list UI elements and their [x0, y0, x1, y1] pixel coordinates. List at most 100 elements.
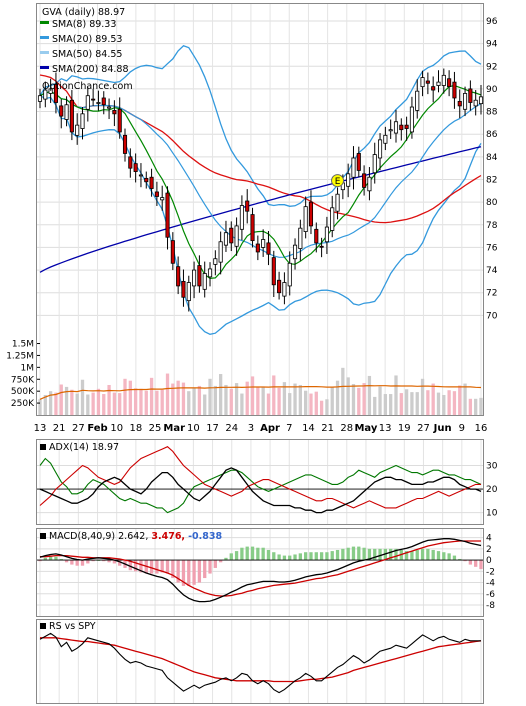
macd-tick-label: 0: [486, 556, 492, 566]
candle-body: [261, 239, 266, 248]
volume-tick-label: 750K: [11, 375, 35, 385]
macd-histogram-bar: [298, 553, 302, 561]
volume-bar: [389, 394, 393, 415]
volume-bar: [197, 385, 202, 415]
macd-histogram-bar: [463, 560, 467, 562]
volume-bar: [335, 380, 340, 415]
volume-bar: [213, 385, 217, 415]
volume-bar: [357, 387, 361, 415]
volume-bar: [431, 383, 435, 415]
candle-body: [37, 95, 43, 102]
volume-bar: [75, 393, 79, 415]
candle-body: [154, 191, 159, 197]
adx-minus-di-line: [39, 446, 481, 509]
macd-hist-value: -0.838: [188, 531, 222, 542]
x-tick-label: 21: [321, 423, 334, 434]
legend-swatch-sma200: [40, 66, 49, 69]
macd-histogram-bar: [314, 552, 318, 561]
candle-body: [165, 192, 170, 238]
candle-body: [223, 232, 229, 246]
macd-histogram-bar: [91, 560, 95, 562]
volume-bar: [203, 394, 207, 415]
candle-body: [170, 240, 175, 264]
macd-histogram-bar: [309, 552, 313, 561]
volume-bar: [80, 379, 85, 415]
volume-average-line: [39, 384, 482, 400]
legend-swatch-sma8: [40, 21, 49, 24]
volume-bar: [266, 393, 271, 415]
macd-histogram-bar: [431, 549, 435, 561]
volume-bar: [399, 393, 403, 415]
macd-histogram-bar: [155, 560, 159, 574]
candle-body: [319, 245, 324, 248]
volume-bar: [458, 385, 462, 415]
volume-bar: [160, 389, 164, 415]
candle-body: [287, 262, 292, 287]
x-tick-label: 3: [248, 423, 254, 434]
volume-bar: [128, 380, 132, 415]
candle-body: [207, 268, 213, 278]
macd-histogram-bar: [389, 548, 393, 561]
volume-bar: [48, 391, 53, 415]
candle-body: [53, 83, 58, 103]
macd-histogram-bar: [80, 560, 85, 566]
x-tick-label: 19: [398, 423, 411, 434]
price-tick-label: 88: [486, 108, 498, 118]
x-tick-label: Apr: [260, 423, 280, 434]
earnings-marker-label: E: [335, 177, 341, 187]
x-tick-label: 16: [475, 423, 488, 434]
macd-histogram-bar: [479, 560, 483, 570]
price-tick-label: 70: [486, 311, 498, 321]
volume-bar: [86, 394, 90, 415]
volume-bar: [298, 384, 302, 415]
macd-tick-label: -8: [486, 601, 495, 611]
x-tick-label: 21: [53, 423, 66, 434]
candle-body: [298, 227, 303, 249]
macd-histogram-bar: [335, 549, 340, 561]
volume-bar: [54, 392, 58, 415]
legend-sma200: SMA(200) 84.88: [52, 64, 129, 75]
macd-histogram-bar: [346, 547, 350, 561]
macd-histogram-bar: [426, 548, 430, 561]
volume-bar: [410, 392, 414, 415]
macd-histogram-bar: [160, 560, 164, 573]
volume-bars: [38, 367, 483, 415]
candle-body: [473, 99, 478, 107]
candle-body: [149, 176, 154, 189]
macd-histogram-bar: [75, 560, 79, 566]
volume-bar: [171, 383, 175, 415]
candle-body: [378, 139, 383, 159]
candle-body: [308, 201, 314, 227]
macd-histogram-bar: [468, 560, 473, 565]
macd-histogram-bar: [171, 560, 175, 579]
rs-line: [39, 632, 481, 694]
candle-body: [43, 89, 48, 100]
candle-body: [101, 97, 106, 106]
volume-bar: [91, 392, 95, 415]
candle-body: [266, 242, 271, 255]
macd-title-main: MACD(8,40,9) 2.642,: [49, 531, 148, 542]
x-tick-label: 17: [206, 423, 219, 434]
x-tick-label: 13: [34, 423, 47, 434]
price-candles: E: [37, 68, 484, 312]
macd-histogram-bar: [436, 551, 441, 561]
macd-histogram-bar: [208, 560, 212, 574]
macd-histogram-bar: [330, 551, 334, 561]
macd-histogram-bar: [458, 558, 462, 561]
volume-bar: [319, 400, 324, 415]
price-tick-label: 78: [486, 221, 498, 231]
x-tick-label: Jun: [433, 423, 452, 434]
volume-bar: [144, 390, 148, 415]
candle-body: [330, 207, 335, 231]
macd-histogram-bar: [474, 560, 478, 567]
candle-body: [229, 227, 234, 244]
macd-histogram-bar: [261, 547, 265, 561]
price-tick-label: 72: [486, 289, 497, 299]
macd-histogram-bar: [59, 558, 63, 561]
candle-body: [202, 273, 207, 290]
volume-bar: [282, 382, 287, 415]
volume-bar: [272, 375, 276, 415]
macd-histogram-bar: [452, 555, 457, 561]
candle-body: [393, 121, 399, 134]
